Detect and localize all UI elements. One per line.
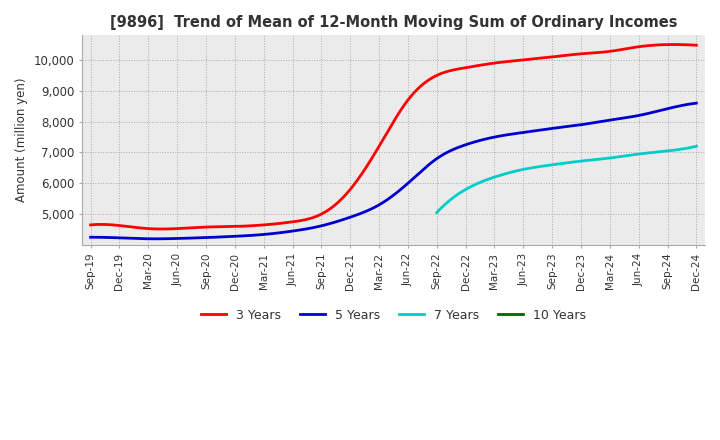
3 Years <box>157 227 166 232</box>
5 Years <box>692 100 701 106</box>
3 Years <box>692 43 701 48</box>
7 Years <box>667 148 676 153</box>
7 Years <box>587 158 595 163</box>
3 Years <box>89 222 97 227</box>
5 Years <box>86 235 95 240</box>
3 Years <box>449 67 457 73</box>
7 Years <box>433 210 441 215</box>
3 Years <box>459 66 468 71</box>
5 Years <box>599 118 608 124</box>
3 Years <box>599 49 608 55</box>
5 Years <box>459 143 468 148</box>
7 Years <box>692 144 701 149</box>
3 Years <box>637 44 646 49</box>
Legend: 3 Years, 5 Years, 7 Years, 10 Years: 3 Years, 5 Years, 7 Years, 10 Years <box>197 304 590 327</box>
Line: 3 Years: 3 Years <box>91 44 696 229</box>
7 Years <box>651 150 660 155</box>
Line: 7 Years: 7 Years <box>437 147 696 213</box>
7 Years <box>586 158 595 163</box>
Title: [9896]  Trend of Mean of 12-Month Moving Sum of Ordinary Incomes: [9896] Trend of Mean of 12-Month Moving … <box>109 15 678 30</box>
3 Years <box>447 68 456 73</box>
7 Years <box>433 209 442 214</box>
5 Years <box>637 112 646 117</box>
5 Years <box>89 235 97 240</box>
Y-axis label: Amount (million yen): Amount (million yen) <box>15 78 28 202</box>
3 Years <box>86 222 95 227</box>
3 Years <box>670 42 678 47</box>
Line: 5 Years: 5 Years <box>91 103 696 239</box>
5 Years <box>449 147 457 152</box>
5 Years <box>151 236 160 242</box>
7 Years <box>591 157 600 162</box>
5 Years <box>447 148 456 153</box>
